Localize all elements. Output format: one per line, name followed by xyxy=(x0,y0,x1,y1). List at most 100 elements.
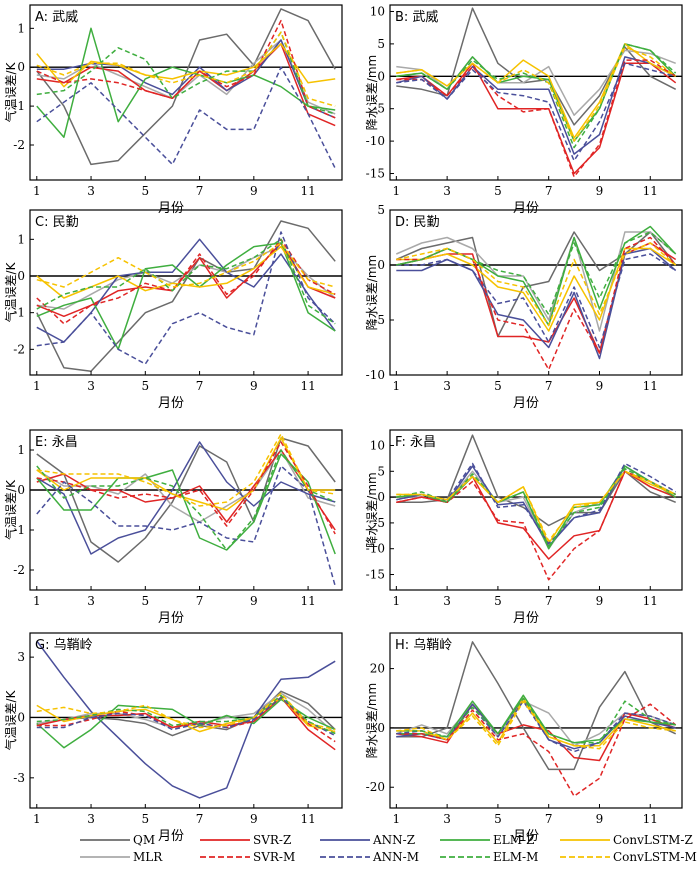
legend-label: ConvLSTM-M xyxy=(613,850,697,864)
y-tick-label: 1 xyxy=(17,21,25,35)
x-axis-label: 月份 xyxy=(158,829,184,844)
series-ConvLSTM-Z xyxy=(396,697,676,747)
series-ANN-M xyxy=(36,66,336,169)
series-ConvLSTM-Z xyxy=(36,245,336,299)
y-tick-label: 10 xyxy=(370,438,385,452)
x-tick-label: 9 xyxy=(250,184,258,198)
y-tick-label: -1 xyxy=(13,99,25,113)
x-tick-label: 1 xyxy=(393,184,401,198)
x-tick-label: 7 xyxy=(545,812,553,826)
y-tick-label: 3 xyxy=(17,650,25,664)
legend-item-ANN-Z: ANN-Z xyxy=(320,833,415,847)
series-ANN-M xyxy=(396,62,676,162)
y-tick-label: -10 xyxy=(366,542,385,556)
legend-label: MLR xyxy=(133,850,163,864)
y-axis-label: 降水误差/mm xyxy=(365,55,379,130)
panel-title: E: 永昌 xyxy=(35,435,78,450)
x-tick-label: 5 xyxy=(141,184,149,198)
plot-frame xyxy=(389,209,683,376)
series-QM xyxy=(396,231,677,338)
plot-frame xyxy=(29,4,343,181)
panel-title: B: 武威 xyxy=(395,10,438,25)
series-ConvLSTM-Z xyxy=(36,43,336,88)
y-tick-label: 0 xyxy=(377,721,385,735)
x-tick-label: 9 xyxy=(596,812,604,826)
x-tick-label: 11 xyxy=(300,812,315,826)
x-tick-label: 3 xyxy=(87,184,95,198)
series-ConvLSTM-M xyxy=(36,692,336,731)
panel-title: H: 乌鞘岭 xyxy=(395,637,452,653)
x-tick-label: 5 xyxy=(141,594,149,608)
y-tick-label: -2 xyxy=(13,342,25,356)
y-axis-label: 降水误差/mm xyxy=(365,255,379,330)
series-ConvLSTM-Z xyxy=(36,437,336,511)
legend-item-QM: QM xyxy=(80,833,155,847)
panel-title: A: 武威 xyxy=(35,10,78,25)
panel-title: F: 永昌 xyxy=(395,435,436,450)
x-tick-label: 7 xyxy=(545,379,553,393)
x-tick-label: 1 xyxy=(393,812,401,826)
legend-label: QM xyxy=(133,833,155,847)
legend-item-ELM-M: ELM-M xyxy=(440,850,538,864)
y-tick-label: 1 xyxy=(17,443,25,457)
legend-item-ELM-Z: ELM-Z xyxy=(440,833,534,847)
series-ANN-M xyxy=(396,253,677,349)
series-SVR-Z xyxy=(396,703,676,762)
x-axis-label: 月份 xyxy=(513,829,539,844)
series-ELM-M xyxy=(396,467,677,547)
panel-title: G: 乌鞘岭 xyxy=(35,637,93,653)
series-ELM-M xyxy=(36,694,336,735)
x-tick-label: 1 xyxy=(33,379,41,393)
x-tick-label: 3 xyxy=(87,379,95,393)
series-ConvLSTM-M xyxy=(36,433,336,507)
x-tick-label: 9 xyxy=(250,594,258,608)
series-ANN-Z xyxy=(36,441,336,555)
plot-frame xyxy=(29,429,343,591)
y-tick-label: -3 xyxy=(13,771,25,785)
series-ConvLSTM-Z xyxy=(396,247,677,332)
series-ELM-M xyxy=(396,697,676,744)
y-tick-label: 0 xyxy=(17,60,25,74)
x-tick-label: 7 xyxy=(196,812,204,826)
x-tick-label: 11 xyxy=(300,379,315,393)
series-SVR-M xyxy=(36,19,336,119)
y-axis-label: 气温误差/K xyxy=(3,261,18,322)
series-ANN-M xyxy=(36,231,336,365)
x-tick-label: 1 xyxy=(33,184,41,198)
y-tick-label: 0 xyxy=(377,490,385,504)
series-QM xyxy=(36,8,336,166)
series-SVR-M xyxy=(396,470,677,581)
series-ELM-Z xyxy=(36,453,336,555)
legend-label: ELM-Z xyxy=(493,833,534,847)
series-ELM-M xyxy=(396,43,677,149)
plot-frame xyxy=(389,429,683,591)
series-ConvLSTM-M xyxy=(396,242,677,327)
x-tick-label: 5 xyxy=(494,184,502,198)
y-axis-label: 气温误差/K xyxy=(3,61,18,122)
y-tick-label: -1 xyxy=(13,523,25,537)
x-tick-label: 5 xyxy=(494,594,502,608)
y-tick-label: 10 xyxy=(370,4,385,18)
x-axis-label: 月份 xyxy=(513,611,539,626)
x-tick-label: 3 xyxy=(443,812,451,826)
y-tick-label: -15 xyxy=(366,167,385,181)
y-tick-label: 5 xyxy=(377,203,385,217)
legend-item-SVR-M: SVR-M xyxy=(200,850,295,864)
y-tick-label: 5 xyxy=(377,37,385,51)
x-tick-label: 7 xyxy=(196,184,204,198)
x-axis-label: 月份 xyxy=(158,396,184,411)
series-QM xyxy=(36,220,336,373)
legend-label: ConvLSTM-Z xyxy=(613,833,693,847)
series-SVR-M xyxy=(396,59,677,178)
x-tick-label: 1 xyxy=(393,594,401,608)
x-tick-label: 1 xyxy=(33,594,41,608)
panel-title: D: 民勤 xyxy=(395,215,440,230)
legend-item-ANN-M: ANN-M xyxy=(320,850,419,864)
y-tick-label: -2 xyxy=(13,138,25,152)
